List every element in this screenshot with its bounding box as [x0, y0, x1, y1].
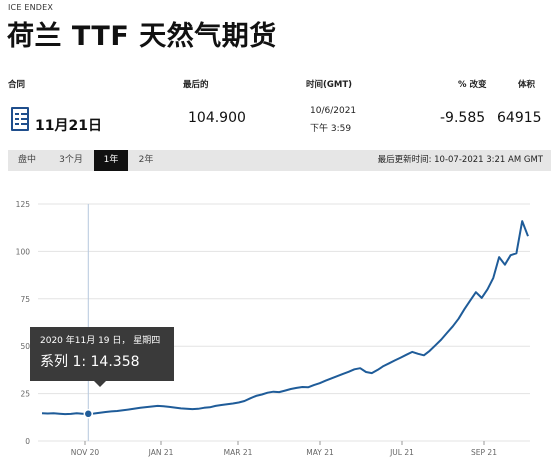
hover-point [83, 409, 94, 419]
chart-tooltip: 2020 年11月 19 日， 星期四 系列 1: 14.358 [30, 327, 174, 381]
x-tick-label: MAR 21 [224, 448, 253, 457]
tab-intraday[interactable]: 盘中 [17, 155, 36, 165]
x-tick-label: SEP 21 [471, 448, 497, 457]
tooltip-date: 2020 年11月 19 日， 星期四 [40, 336, 161, 346]
percent-change: -9.585 [440, 110, 486, 126]
exchange-label: ICE ENDEX [8, 3, 54, 12]
tab-2-years[interactable]: 2年 [138, 155, 154, 165]
column-header-time: 时间(GMT) [306, 80, 353, 90]
y-tick-label: 100 [16, 247, 31, 256]
tab-3-months[interactable]: 3个月 [59, 155, 83, 165]
volume-value: 64915 [497, 110, 542, 126]
contract-icon [11, 107, 29, 131]
contract-value: 11月21日 [35, 118, 102, 134]
y-tick-label: 25 [20, 390, 30, 399]
y-tick-label: 125 [16, 200, 31, 209]
quote-time: 下午 3:59 [310, 124, 352, 134]
column-header-change: % 改变 [458, 80, 487, 90]
quote-date: 10/6/2021 [310, 106, 357, 116]
range-tabbar: 盘中 3个月 1年 2年 最后更新时间: 10-07-2021 3:21 AM … [8, 150, 551, 171]
series-line [41, 220, 529, 416]
page-title: 荷兰 TTF 天然气期货 [7, 21, 277, 52]
x-tick-label: JUL 21 [389, 448, 414, 457]
x-tick-label: NOV 20 [71, 448, 100, 457]
tooltip-value: 系列 1: 14.358 [40, 354, 140, 370]
column-header-contract: 合同 [8, 80, 26, 90]
tooltip-arrow [94, 381, 106, 387]
tab-1-year[interactable]: 1年 [94, 150, 128, 171]
y-tick-label: 75 [20, 295, 30, 304]
y-tick-label: 50 [20, 342, 30, 351]
last-price: 104.900 [188, 110, 246, 126]
x-tick-label: JAN 21 [148, 448, 174, 457]
y-tick-label: 0 [25, 437, 30, 446]
column-header-last: 最后的 [183, 80, 209, 90]
last-updated: 最后更新时间: 10-07-2021 3:21 AM GMT [377, 155, 543, 165]
price-chart[interactable]: 0 25 50 75 100 125 NOV 20 JAN 21 MAR 21 MAY 21 JUL… [0, 188, 555, 469]
column-header-volume: 体积 [518, 80, 536, 90]
x-tick-label: MAY 21 [306, 448, 334, 457]
